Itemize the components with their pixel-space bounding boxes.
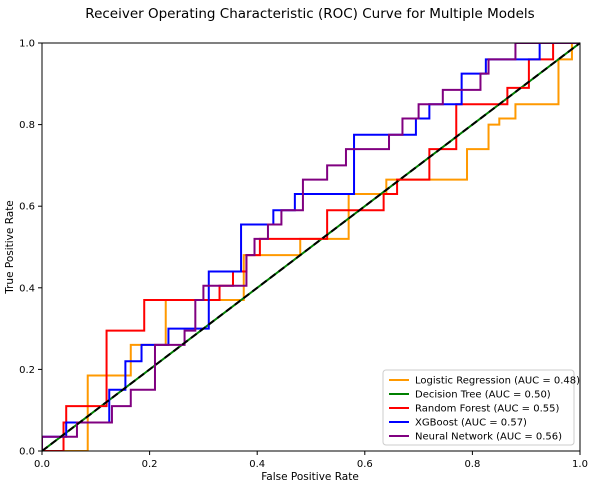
legend-entry: Random Forest (AUC = 0.55) — [415, 404, 559, 415]
x-axis-label: False Positive Rate — [261, 471, 359, 483]
legend-entry: Logistic Regression (AUC = 0.48) — [415, 376, 580, 387]
x-tick-label: 0.2 — [142, 459, 158, 470]
x-tick-label: 1.0 — [572, 459, 588, 470]
diagonal-reference-line — [41, 42, 581, 452]
legend: Logistic Regression (AUC = 0.48) Decision… — [382, 369, 580, 446]
chart-title: Receiver Operating Characteristic (ROC) … — [85, 6, 534, 22]
y-tick-label: 0.6 — [19, 202, 35, 213]
y-axis-label: True Positive Rate — [4, 200, 16, 295]
x-tick-label: 0.8 — [464, 459, 480, 470]
legend-box — [382, 369, 575, 446]
y-tick-label: 0.4 — [19, 283, 35, 294]
legend-entry: Neural Network (AUC = 0.56) — [415, 432, 562, 443]
x-tick-label: 0.4 — [249, 459, 265, 470]
legend-entry: XGBoost (AUC = 0.57) — [415, 418, 527, 429]
series-line-4 — [42, 43, 580, 451]
legend-entry: Decision Tree (AUC = 0.50) — [415, 390, 551, 401]
series-line-5 — [42, 43, 580, 451]
axes-frame — [41, 42, 581, 452]
y-tick-label: 0.0 — [19, 447, 35, 458]
y-tick-label: 1.0 — [19, 39, 35, 50]
y-tick-label: 0.2 — [19, 365, 35, 376]
x-tick-label: 0.6 — [357, 459, 373, 470]
y-tick-label: 0.8 — [19, 120, 35, 131]
plot-area — [41, 42, 581, 452]
series-line-3 — [42, 43, 580, 451]
axis-ticks: 0.0 0.2 0.4 0.6 0.8 1.0 0.0 0.2 0.4 0.6 0.8 1.0 — [19, 39, 588, 471]
x-tick-label: 0.0 — [34, 459, 50, 470]
